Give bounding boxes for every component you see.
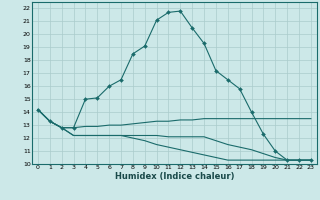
X-axis label: Humidex (Indice chaleur): Humidex (Indice chaleur) (115, 172, 234, 181)
